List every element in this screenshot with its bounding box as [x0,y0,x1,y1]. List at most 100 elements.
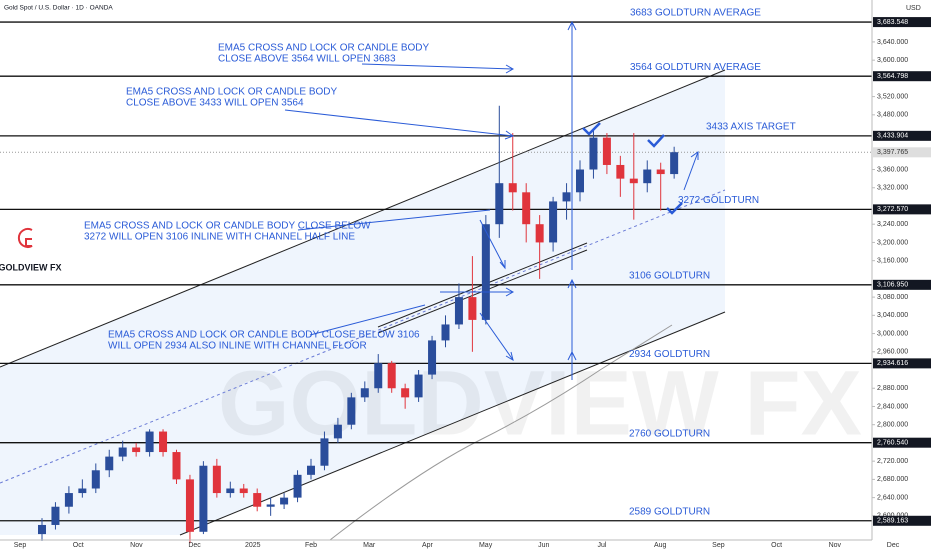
level-price-label: 3,106.950 [877,282,908,289]
candle-body [535,224,544,243]
level-price-box [873,279,931,290]
candle-body [562,192,571,202]
arrows [284,20,699,380]
x-tick-label: Jul [598,542,607,549]
level-price-label: 2,589.163 [877,518,908,525]
candle-body [401,388,410,398]
level-price-box [873,71,931,82]
x-tick-label: Aug [654,542,667,549]
level-price-label: 3,272.570 [877,206,908,213]
level-text: 3564 GOLDTURN AVERAGE [630,62,761,73]
x-tick-label: Sep [712,542,725,549]
checkmarks [582,122,683,215]
chart-title: Gold Spot / U.S. Dollar · 1D · OANDA [4,5,113,12]
y-tick-label: 2,840.000 [877,403,908,410]
x-tick-label: Oct [73,542,84,549]
channel-fill [0,70,725,535]
y-tick-label: 2,960.000 [877,349,908,356]
y-tick-label: 3,360.000 [877,166,908,173]
x-tick-label: Apr [422,542,434,549]
x-tick-label: Jun [538,542,549,549]
y-tick-label: 3,200.000 [877,239,908,246]
candle-body [91,470,100,489]
candle-body [441,324,450,341]
channel-half-line [0,189,726,484]
candle-body [293,474,302,498]
annotation-text: CLOSE ABOVE 3564 WILL OPEN 3683 [218,54,396,65]
watermark: GOLDVIEW FX [218,352,862,454]
x-tick-label: 2025 [245,542,261,549]
level-price-box [873,437,931,448]
annotation-text: 3272 WILL OPEN 3106 INLINE WITH CHANNEL … [84,232,355,243]
candle-body [78,488,87,494]
y-tick-label: 3,000.000 [877,330,908,337]
level-price-label: 3,433.904 [877,133,908,140]
candle-body [589,137,598,170]
candle-body [508,183,517,193]
level-text: 2589 GOLDTURN [629,506,710,517]
candle-body [307,465,315,475]
candle-body [602,137,611,165]
levels: 3683 GOLDTURN AVERAGE 3564 GOLDTURN AVERA… [0,8,872,522]
candle-body [266,504,275,507]
y-tick-label: 3,520.000 [877,93,908,100]
y-tick-label: 3,480.000 [877,112,908,119]
candle-body [428,340,437,375]
y-tick-label: 2,680.000 [877,476,908,483]
candle-body [670,152,679,175]
current-price-box [873,147,931,158]
y-tick-label: 2,640.000 [877,494,908,501]
candle-body [643,169,652,184]
candle-body [145,431,154,453]
y-tick-label: 3,600.000 [877,57,908,64]
y-tick-label: 2,800.000 [877,422,908,429]
current-price-label: 3,397.765 [877,149,908,156]
level-text: 3433 AXIS TARGET [706,121,796,132]
candle-body [616,164,625,179]
candle-body [481,224,490,320]
level-text: 2934 GOLDTURN [629,349,710,360]
channel-top [0,69,726,368]
currency-label: USD [906,5,921,12]
axis: 2,600.0002,640.0002,680.0002,720.0002,80… [14,17,931,549]
candle-body [185,479,194,532]
x-tick-label: Dec [887,542,900,549]
level-price-box [873,17,931,28]
level-price-box [873,358,931,369]
candle-body [576,169,584,193]
candle-body [414,374,423,398]
watermark-group: GOLDVIEW FX [218,352,862,454]
candle-body [199,465,208,532]
candle-body [105,456,114,471]
candles [38,105,679,544]
candle-body [51,506,60,525]
logo-text: GOLDVIEW FX [0,262,62,272]
level-price-box [873,130,931,141]
y-tick-label: 3,240.000 [877,221,908,228]
annotation-text: EMA5 CROSS AND LOCK OR CANDLE BODY CLOSE… [84,221,371,232]
x-tick-label: Oct [771,542,782,549]
level-price-box [873,204,931,215]
candle-body [333,424,342,439]
candle-body [280,497,289,505]
candle-body [64,493,73,507]
level-text: 3683 GOLDTURN AVERAGE [630,8,761,19]
annotation-text: CLOSE ABOVE 3433 WILL OPEN 3564 [126,98,304,109]
level-text: 2760 GOLDTURN [629,428,710,439]
candle-body [454,297,463,325]
x-tick-label: Nov [829,542,842,549]
moving-average [329,324,673,541]
candle-body [132,447,141,453]
candle-body [172,452,181,480]
x-tick-label: Sep [14,542,27,549]
level-text: 3272 GOLDTURN [678,195,759,206]
level-price-label: 2,760.540 [877,440,908,447]
candle-body [374,363,383,389]
logo-icon [17,228,33,248]
y-tick-label: 3,160.000 [877,258,908,265]
annotation-text: EMA5 CROSS AND LOCK OR CANDLE BODY [218,43,429,54]
annotation-text: EMA5 CROSS AND LOCK OR CANDLE BODY [126,87,337,98]
annotation-text: WILL OPEN 2934 ALSO INLINE WITH CHANNEL … [108,341,367,352]
